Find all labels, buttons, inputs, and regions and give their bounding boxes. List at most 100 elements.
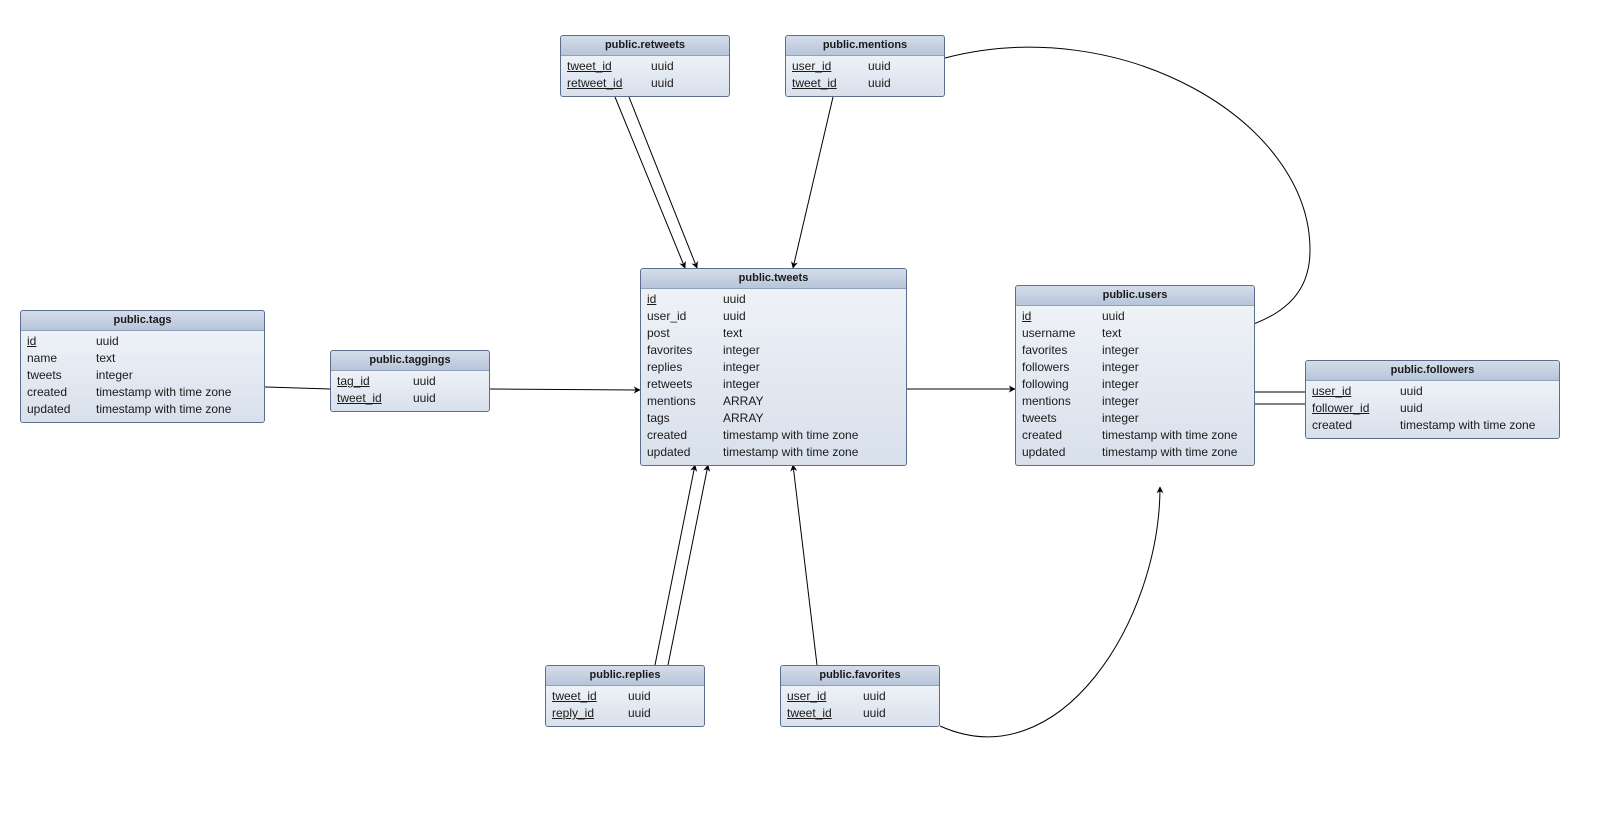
table-title: public.tweets xyxy=(641,269,906,289)
column-type: uuid xyxy=(628,705,651,722)
column-type: uuid xyxy=(628,688,651,705)
column-type: text xyxy=(1102,325,1121,342)
column-name: tweets xyxy=(1022,410,1102,427)
table-row: retweet_iduuid xyxy=(561,75,729,92)
table-users: public.usersiduuidusernametextfavoritesi… xyxy=(1015,285,1255,466)
column-type: timestamp with time zone xyxy=(723,444,858,461)
column-type: uuid xyxy=(868,75,891,92)
table-row: tweet_iduuid xyxy=(786,75,944,92)
table-row: iduuid xyxy=(21,333,264,350)
column-name: tag_id xyxy=(337,373,413,390)
column-name: id xyxy=(647,291,723,308)
table-row: iduuid xyxy=(641,291,906,308)
column-type: text xyxy=(723,325,742,342)
table-row: mentionsARRAY xyxy=(641,393,906,410)
table-row: user_iduuid xyxy=(641,308,906,325)
table-row: user_iduuid xyxy=(1306,383,1559,400)
edge xyxy=(615,97,685,268)
column-type: integer xyxy=(1102,410,1139,427)
edge xyxy=(793,465,817,665)
edge xyxy=(490,389,640,390)
column-name: user_id xyxy=(647,308,723,325)
table-row: tweetsinteger xyxy=(21,367,264,384)
table-body: iduuidusernametextfavoritesintegerfollow… xyxy=(1016,306,1254,465)
column-type: uuid xyxy=(863,705,886,722)
table-row: createdtimestamp with time zone xyxy=(641,427,906,444)
table-mentions: public.mentionsuser_iduuidtweet_iduuid xyxy=(785,35,945,97)
column-type: integer xyxy=(1102,359,1139,376)
column-name: tweet_id xyxy=(552,688,628,705)
column-name: followers xyxy=(1022,359,1102,376)
table-title: public.replies xyxy=(546,666,704,686)
table-tags: public.tagsiduuidnametexttweetsintegercr… xyxy=(20,310,265,423)
column-name: tags xyxy=(647,410,723,427)
table-tweets: public.tweets iduuiduser_iduuidposttextfa… xyxy=(640,268,907,466)
table-row: updatedtimestamp with time zone xyxy=(1016,444,1254,461)
column-name: updated xyxy=(27,401,96,418)
table-replies: public.replies tweet_iduuidreply_iduuid xyxy=(545,665,705,727)
edge xyxy=(668,465,708,665)
column-name: username xyxy=(1022,325,1102,342)
column-name: follower_id xyxy=(1312,400,1400,417)
column-type: timestamp with time zone xyxy=(1400,417,1535,434)
table-row: tweet_iduuid xyxy=(546,688,704,705)
edge xyxy=(629,97,697,268)
column-name: user_id xyxy=(792,58,868,75)
column-name: name xyxy=(27,350,96,367)
table-row: tweet_iduuid xyxy=(561,58,729,75)
column-type: uuid xyxy=(868,58,891,75)
table-row: tweetsinteger xyxy=(1016,410,1254,427)
table-taggings: public.taggingstag_iduuidtweet_iduuid xyxy=(330,350,490,412)
table-row: followinginteger xyxy=(1016,376,1254,393)
table-row: user_iduuid xyxy=(781,688,939,705)
column-name: following xyxy=(1022,376,1102,393)
edge xyxy=(940,487,1160,737)
column-type: uuid xyxy=(863,688,886,705)
column-name: tweet_id xyxy=(787,705,863,722)
column-type: uuid xyxy=(651,58,674,75)
column-name: created xyxy=(1022,427,1102,444)
column-name: updated xyxy=(647,444,723,461)
column-name: tweet_id xyxy=(792,75,868,92)
table-followers: public.followers user_iduuidfollower_iduu… xyxy=(1305,360,1560,439)
column-type: uuid xyxy=(723,308,746,325)
column-type: integer xyxy=(96,367,133,384)
column-name: favorites xyxy=(647,342,723,359)
column-name: mentions xyxy=(1022,393,1102,410)
edge xyxy=(793,97,833,268)
table-title: public.followers xyxy=(1306,361,1559,381)
table-row: follower_iduuid xyxy=(1306,400,1559,417)
table-row: favoritesinteger xyxy=(1016,342,1254,359)
table-body: user_iduuidtweet_iduuid xyxy=(781,686,939,726)
column-name: created xyxy=(647,427,723,444)
column-name: post xyxy=(647,325,723,342)
column-type: ARRAY xyxy=(723,410,763,427)
table-title: public.favorites xyxy=(781,666,939,686)
column-type: timestamp with time zone xyxy=(1102,444,1237,461)
column-type: timestamp with time zone xyxy=(1102,427,1237,444)
table-row: user_iduuid xyxy=(786,58,944,75)
column-type: timestamp with time zone xyxy=(96,384,231,401)
column-type: integer xyxy=(1102,376,1139,393)
table-title: public.retweets xyxy=(561,36,729,56)
table-body: tweet_iduuidretweet_iduuid xyxy=(561,56,729,96)
column-name: id xyxy=(27,333,96,350)
column-name: tweets xyxy=(27,367,96,384)
column-name: created xyxy=(27,384,96,401)
table-row: posttext xyxy=(641,325,906,342)
table-row: tag_iduuid xyxy=(331,373,489,390)
column-name: id xyxy=(1022,308,1102,325)
column-type: ARRAY xyxy=(723,393,763,410)
table-row: reply_iduuid xyxy=(546,705,704,722)
table-row: updatedtimestamp with time zone xyxy=(641,444,906,461)
edge xyxy=(655,465,695,665)
column-name: user_id xyxy=(787,688,863,705)
column-type: integer xyxy=(723,376,760,393)
column-type: uuid xyxy=(96,333,119,350)
table-row: mentionsinteger xyxy=(1016,393,1254,410)
table-row: updatedtimestamp with time zone xyxy=(21,401,264,418)
column-type: integer xyxy=(1102,342,1139,359)
column-name: user_id xyxy=(1312,383,1400,400)
column-name: mentions xyxy=(647,393,723,410)
table-row: tweet_iduuid xyxy=(331,390,489,407)
